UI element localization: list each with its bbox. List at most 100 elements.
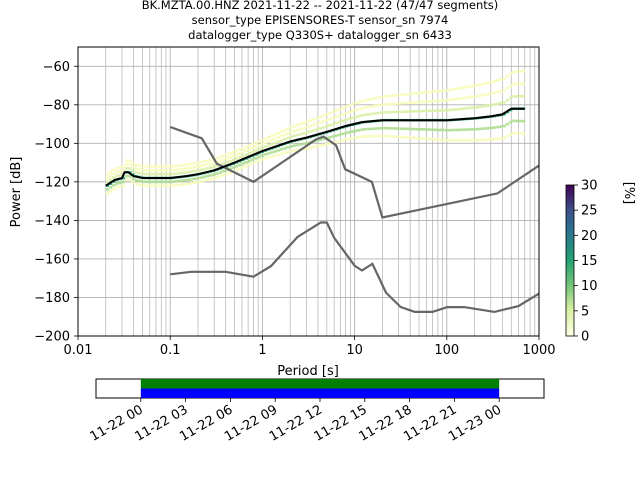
histogram-cell bbox=[351, 109, 355, 113]
histogram-cell bbox=[428, 109, 432, 113]
histogram-cell bbox=[144, 165, 148, 168]
histogram-cell bbox=[344, 105, 348, 108]
histogram-cell bbox=[460, 138, 464, 142]
grid-lines bbox=[77, 47, 539, 337]
histogram-cell bbox=[205, 163, 210, 166]
histogram-cell bbox=[212, 177, 216, 180]
histogram-cell bbox=[305, 146, 310, 150]
histogram-cell bbox=[318, 127, 322, 130]
histogram-cell bbox=[441, 99, 445, 102]
histogram-cell bbox=[334, 140, 339, 144]
noise-model-curves bbox=[169, 125, 539, 314]
histogram-cell bbox=[431, 99, 435, 103]
histogram-cell bbox=[218, 171, 222, 174]
histogram-cell bbox=[515, 70, 519, 73]
histogram-cell bbox=[186, 178, 190, 182]
histogram-cell bbox=[476, 105, 481, 109]
histogram-cell bbox=[183, 167, 187, 171]
histogram-cell bbox=[518, 132, 523, 135]
histogram-cell bbox=[473, 138, 477, 142]
histogram-cell bbox=[309, 119, 313, 122]
histogram-cell bbox=[270, 155, 274, 158]
histogram-cell bbox=[396, 127, 400, 130]
histogram-cell bbox=[496, 137, 500, 141]
histogram-cell bbox=[118, 169, 122, 173]
histogram-cell bbox=[289, 145, 293, 148]
histogram-cell bbox=[312, 123, 316, 127]
histogram-cell bbox=[238, 167, 242, 171]
timeline-bars bbox=[140, 379, 500, 398]
histogram-cell bbox=[225, 168, 229, 172]
histogram-cell bbox=[179, 179, 184, 183]
histogram-cell bbox=[489, 103, 493, 107]
histogram-cell bbox=[409, 127, 413, 131]
histogram-cell bbox=[505, 86, 510, 90]
histogram-cell bbox=[518, 70, 523, 73]
histogram-cell bbox=[105, 188, 109, 191]
histogram-cell bbox=[383, 103, 387, 106]
histogram-cell bbox=[376, 111, 381, 115]
histogram-cell bbox=[267, 152, 271, 155]
histogram-cell bbox=[363, 98, 368, 102]
histogram-cell bbox=[509, 132, 513, 136]
histogram-cell bbox=[505, 134, 510, 138]
histogram-cell bbox=[305, 131, 310, 134]
histogram-cell bbox=[386, 134, 390, 138]
histogram-cell bbox=[131, 169, 135, 173]
histogram-cell bbox=[225, 157, 229, 160]
histogram-cell bbox=[215, 164, 219, 168]
histogram-cell bbox=[422, 128, 426, 131]
mode-line bbox=[105, 107, 525, 187]
histogram-cell bbox=[425, 137, 429, 141]
histogram-cell bbox=[276, 136, 281, 139]
histogram-cell bbox=[125, 174, 129, 178]
histogram-cell bbox=[118, 185, 122, 188]
histogram-cell bbox=[405, 110, 410, 113]
histogram-cell bbox=[499, 137, 503, 140]
histogram-cell bbox=[144, 184, 148, 188]
histogram-cell bbox=[163, 172, 168, 176]
histogram-cell bbox=[205, 178, 210, 182]
histogram-cell bbox=[341, 106, 345, 110]
histogram-cell bbox=[473, 127, 477, 131]
histogram-cell bbox=[434, 109, 439, 112]
histogram-cell bbox=[428, 90, 432, 94]
histogram-cell bbox=[338, 139, 342, 143]
histogram-cell bbox=[283, 147, 287, 150]
histogram-cell bbox=[470, 106, 474, 110]
histogram-cell bbox=[305, 125, 310, 129]
histogram-cell bbox=[512, 119, 516, 123]
histogram-cell bbox=[276, 140, 281, 144]
histogram-cell bbox=[167, 165, 171, 168]
histogram-cell bbox=[354, 129, 358, 133]
histogram-cell bbox=[492, 91, 497, 95]
histogram-cell bbox=[273, 133, 277, 136]
histogram-cell bbox=[202, 175, 206, 179]
histogram-cell bbox=[280, 148, 284, 151]
histogram-cell bbox=[502, 77, 506, 80]
histogram-cell bbox=[270, 138, 274, 142]
histogram-cell bbox=[305, 141, 310, 145]
histogram-cell bbox=[428, 137, 432, 141]
histogram-cell bbox=[241, 146, 245, 150]
x-axis-label: Period [s] bbox=[277, 364, 339, 379]
histogram-cell bbox=[160, 184, 164, 188]
histogram-cell bbox=[509, 120, 513, 124]
histogram-cell bbox=[522, 69, 526, 73]
histogram-cell bbox=[470, 84, 474, 88]
histogram-cell bbox=[305, 120, 310, 124]
histogram-cell bbox=[412, 92, 416, 95]
histogram-cell bbox=[108, 178, 113, 182]
histogram-cell bbox=[351, 116, 355, 120]
histogram-cell bbox=[357, 114, 361, 118]
histogram-cell bbox=[189, 162, 193, 166]
histogram-cell bbox=[341, 113, 345, 116]
histogram-cell bbox=[134, 163, 139, 167]
histogram-cell bbox=[173, 184, 177, 187]
histogram-cell bbox=[205, 159, 210, 163]
histogram-cell bbox=[192, 166, 197, 169]
histogram-cell bbox=[418, 109, 423, 113]
histogram-cell bbox=[176, 183, 180, 187]
histogram-cell bbox=[402, 110, 406, 113]
histogram-cell bbox=[338, 120, 342, 124]
